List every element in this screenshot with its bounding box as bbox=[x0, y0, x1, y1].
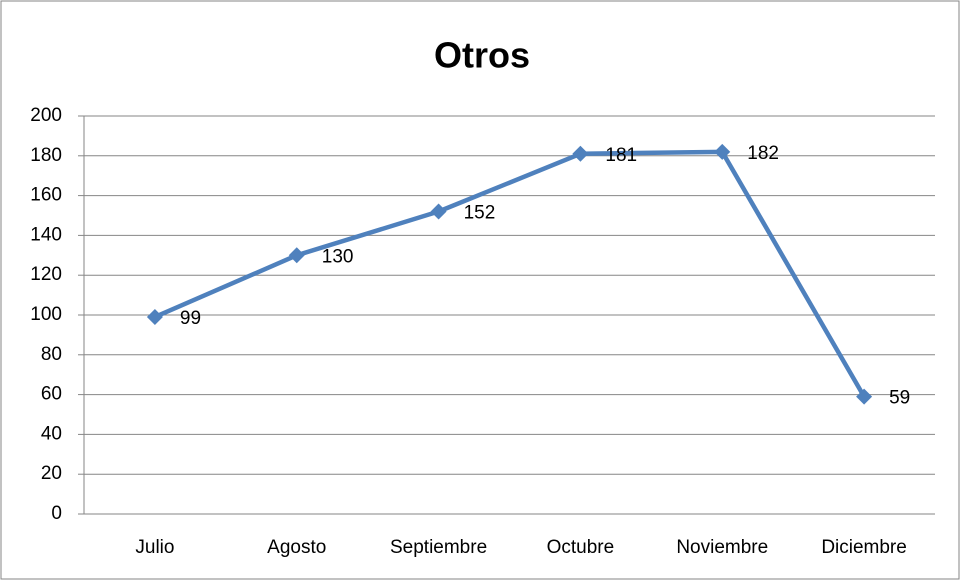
data-label: 152 bbox=[464, 203, 496, 224]
data-marker bbox=[430, 203, 447, 220]
y-tick-label: 60 bbox=[41, 384, 62, 405]
y-tick-label: 180 bbox=[30, 145, 62, 166]
x-tick-label: Septiembre bbox=[390, 537, 487, 558]
y-tick-label: 20 bbox=[41, 463, 62, 484]
y-tick-label: 200 bbox=[30, 105, 62, 126]
data-label: 130 bbox=[322, 246, 354, 267]
data-label: 99 bbox=[180, 308, 201, 329]
x-tick-label: Julio bbox=[135, 537, 174, 558]
data-label: 59 bbox=[889, 388, 910, 409]
x-tick-label: Noviembre bbox=[676, 537, 768, 558]
y-tick-label: 80 bbox=[41, 344, 62, 365]
data-label: 181 bbox=[605, 145, 637, 166]
chart-title: Otros bbox=[434, 35, 530, 76]
data-marker bbox=[856, 388, 873, 405]
data-marker bbox=[572, 145, 589, 162]
data-label: 182 bbox=[747, 143, 779, 164]
y-tick-label: 160 bbox=[30, 185, 62, 206]
data-line bbox=[154, 149, 867, 398]
data-marker bbox=[288, 247, 305, 264]
y-tick-label: 40 bbox=[41, 423, 62, 444]
x-tick-label: Agosto bbox=[267, 537, 326, 558]
y-tick-label: 100 bbox=[30, 304, 62, 325]
y-tick-label: 120 bbox=[30, 264, 62, 285]
x-tick-label: Diciembre bbox=[821, 537, 907, 558]
y-tick-label: 140 bbox=[30, 224, 62, 245]
x-tick-label: Octubre bbox=[547, 537, 615, 558]
data-marker bbox=[146, 308, 163, 325]
data-marker bbox=[714, 143, 731, 160]
y-tick-label: 0 bbox=[51, 503, 62, 524]
